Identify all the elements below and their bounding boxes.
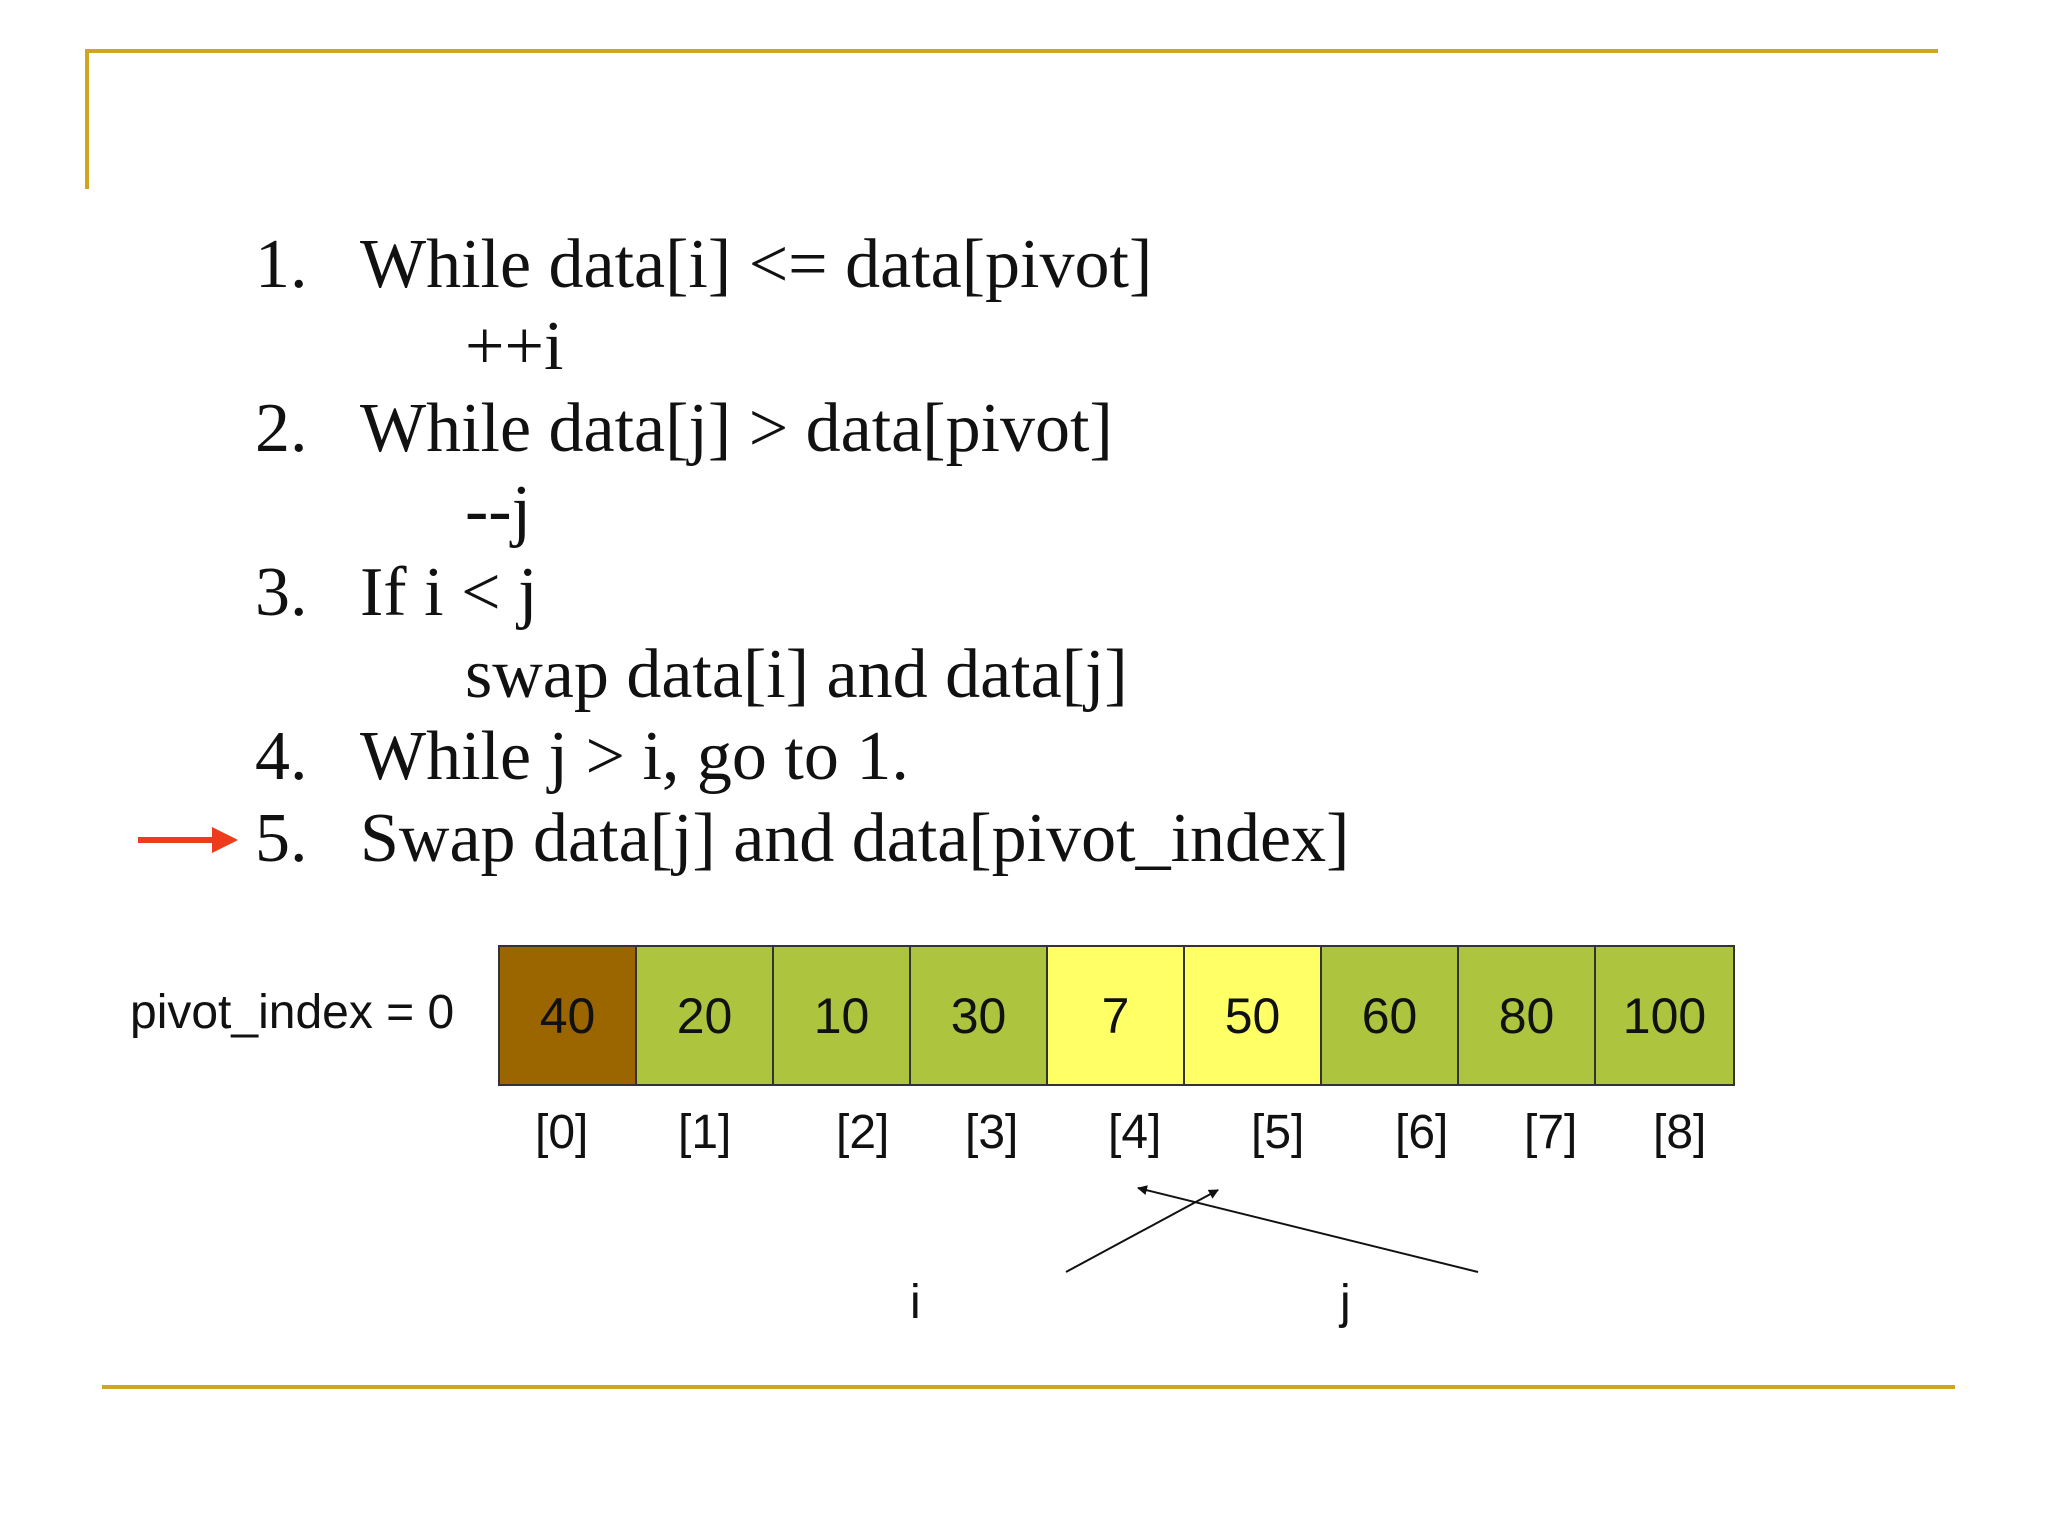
array-cell-1: 20 xyxy=(637,947,774,1084)
step-3-subtext: swap data[i] and data[j] xyxy=(465,636,1128,713)
step-2-subtext: --j xyxy=(465,472,532,549)
step-1-subtext: ++i xyxy=(465,308,564,385)
index-label-3: [3] xyxy=(965,1106,1019,1159)
step-1-text: While data[i] <= data[pivot] xyxy=(360,226,1153,303)
array-cell-7: 80 xyxy=(1459,947,1596,1084)
index-label-7: [7] xyxy=(1524,1106,1578,1159)
step-3-number: 3. xyxy=(255,554,308,631)
left-border-line xyxy=(85,49,89,189)
array-cell-5: 50 xyxy=(1185,947,1322,1084)
array-cell-0: 40 xyxy=(500,947,637,1084)
index-label-2: [2] xyxy=(836,1106,890,1159)
index-label-6: [6] xyxy=(1395,1106,1449,1159)
pointer-i-label: i xyxy=(910,1276,921,1329)
index-label-8: [8] xyxy=(1653,1106,1707,1159)
step-3-text: If i < j xyxy=(360,554,538,631)
array-cell-3: 30 xyxy=(911,947,1048,1084)
pointer-i-arrow xyxy=(1065,1189,1219,1273)
step-1-number: 1. xyxy=(255,226,308,303)
pointer-j-label: j xyxy=(1340,1276,1351,1329)
array-cell-6: 60 xyxy=(1322,947,1459,1084)
step-4-number: 4. xyxy=(255,718,308,795)
pointer-j-arrow xyxy=(1137,1185,1479,1273)
bottom-border-line xyxy=(102,1385,1955,1389)
array-row: 40 20 10 30 7 50 60 80 100 xyxy=(498,945,1735,1086)
top-border-line xyxy=(85,49,1938,53)
current-step-arrow-icon xyxy=(138,827,238,853)
pivot-index-label: pivot_index = 0 xyxy=(130,986,455,1039)
index-label-1: [1] xyxy=(678,1106,732,1159)
array-cell-8: 100 xyxy=(1596,947,1733,1084)
step-4-text: While j > i, go to 1. xyxy=(360,718,909,795)
step-2-text: While data[j] > data[pivot] xyxy=(360,390,1113,467)
index-label-4: [4] xyxy=(1108,1106,1162,1159)
index-label-5: [5] xyxy=(1251,1106,1305,1159)
step-2-number: 2. xyxy=(255,390,308,467)
step-5-text: Swap data[j] and data[pivot_index] xyxy=(360,800,1350,877)
step-5-number: 5. xyxy=(255,800,308,877)
array-cell-4: 7 xyxy=(1048,947,1185,1084)
index-label-0: [0] xyxy=(535,1106,589,1159)
array-cell-2: 10 xyxy=(774,947,911,1084)
